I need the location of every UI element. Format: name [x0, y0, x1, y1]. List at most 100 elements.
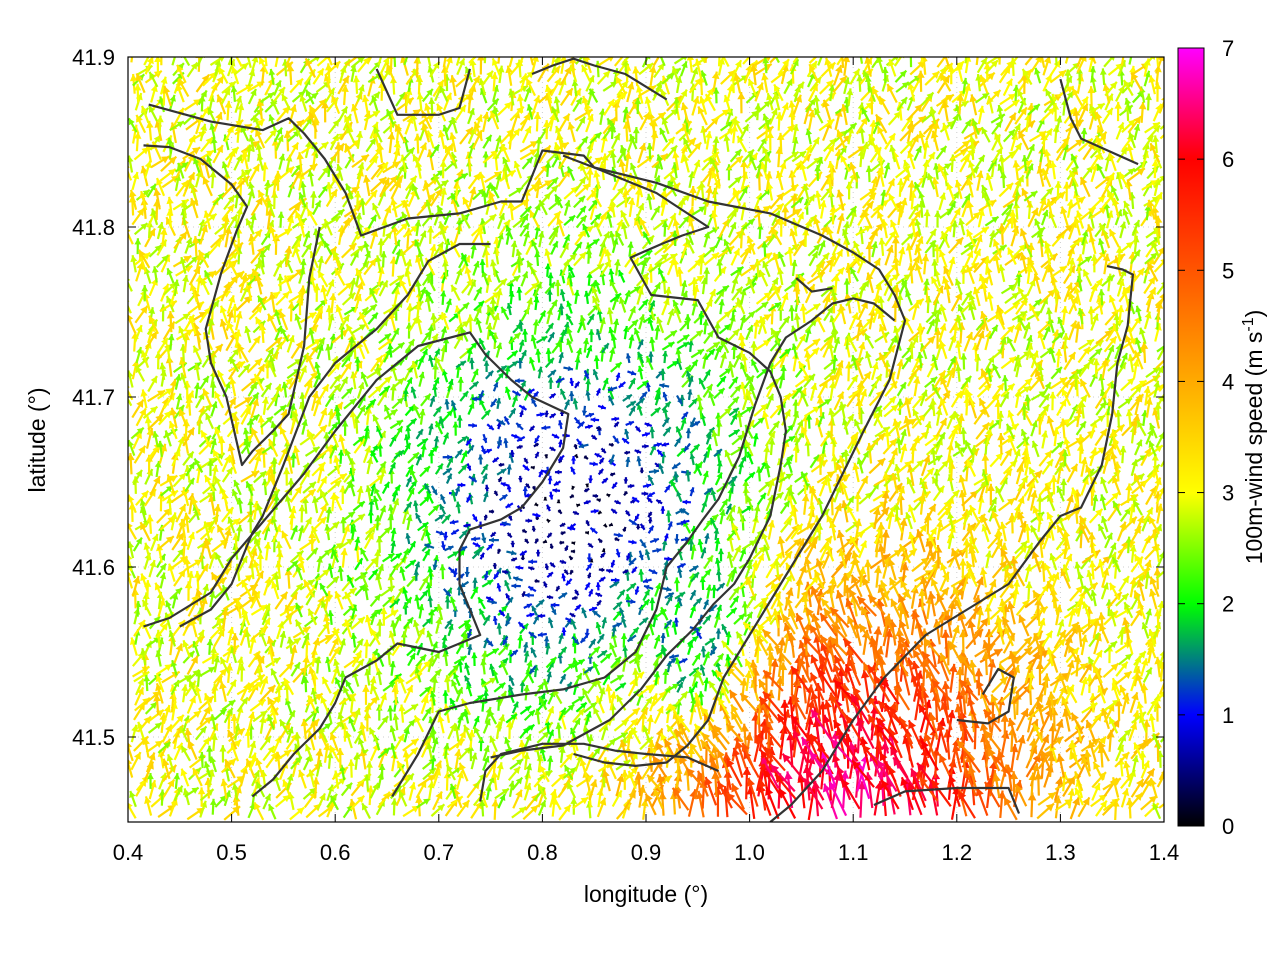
wind-arrow-head — [235, 311, 243, 319]
wind-arrow-head — [267, 361, 275, 369]
wind-arrow-head — [171, 593, 179, 600]
wind-arrow-head — [193, 710, 201, 718]
wind-arrow-head — [149, 183, 156, 191]
wind-arrow-head — [210, 646, 218, 654]
wind-arrow-shaft — [183, 57, 191, 67]
wind-arrow-head — [231, 489, 239, 497]
wind-arrow-shaft — [130, 57, 134, 63]
wind-arrow-head — [191, 787, 199, 794]
wind-arrow-head — [164, 344, 172, 352]
wind-arrow-head — [206, 155, 213, 163]
wind-arrow-head — [129, 74, 138, 82]
wind-arrow-head — [245, 84, 253, 92]
wind-arrow-head — [128, 759, 133, 765]
wind-arrow-head — [209, 123, 216, 131]
wind-arrow-head — [254, 447, 263, 456]
wind-arrow-head — [157, 440, 165, 448]
wind-arrow-head — [177, 63, 184, 71]
wind-arrow-head — [233, 480, 240, 488]
wind-arrow-head — [178, 357, 187, 365]
wind-arrow-head — [144, 796, 152, 805]
wind-arrow-head — [213, 655, 221, 663]
wind-arrow-head — [197, 787, 206, 795]
wind-arrow-head — [128, 742, 133, 748]
wind-arrow-shaft — [128, 553, 133, 572]
wind-arrow-head — [159, 572, 167, 580]
wind-arrow-head — [129, 189, 137, 198]
wind-arrow-head — [340, 548, 348, 556]
wind-arrow-head — [222, 214, 230, 223]
wind-arrow-head — [187, 172, 195, 181]
wind-arrow-head — [176, 742, 183, 751]
wind-arrow-head — [201, 430, 208, 439]
wind-arrow-head — [140, 573, 148, 582]
wind-arrow-head — [255, 129, 263, 138]
wind-arrow-head — [522, 486, 528, 492]
wind-arrow-head — [482, 46, 489, 53]
wind-arrow-head — [482, 111, 490, 120]
wind-arrow-head — [288, 605, 296, 613]
wind-arrow-head — [259, 57, 266, 65]
wind-arrow-head — [267, 697, 275, 706]
wind-arrow-head — [154, 722, 162, 730]
wind-arrow-head — [180, 200, 188, 208]
wind-arrow-head — [251, 57, 259, 63]
wind-arrow-head — [181, 684, 189, 692]
wind-arrow-shaft — [128, 571, 134, 589]
wind-arrow-head — [245, 481, 252, 489]
wind-arrow-head — [240, 273, 248, 281]
wind-arrow-head — [229, 49, 235, 56]
wind-arrow-head — [211, 197, 219, 206]
wind-arrow-head — [141, 671, 150, 679]
wind-arrow-shaft — [427, 57, 432, 67]
wind-arrow-head — [262, 48, 269, 55]
wind-arrow-head — [153, 135, 161, 143]
wind-arrow-head — [170, 660, 178, 667]
wind-arrow-head — [208, 271, 217, 279]
wind-arrow-head — [241, 150, 249, 158]
wind-arrow-head — [252, 392, 259, 400]
wind-arrow-head — [269, 129, 277, 137]
wind-arrow-head — [224, 381, 231, 389]
wind-arrow-head — [165, 600, 172, 608]
wind-arrow-head — [128, 165, 130, 169]
wind-arrow-head — [235, 120, 244, 128]
wind-arrow-head — [129, 42, 137, 49]
wind-arrow-head — [244, 169, 252, 176]
wind-arrow-head — [274, 48, 281, 55]
wind-arrow-head — [292, 445, 301, 454]
wind-arrow-head — [398, 704, 406, 712]
wind-arrow-shaft — [128, 169, 133, 181]
wind-arrow-head — [273, 572, 281, 580]
wind-arrow-head — [179, 257, 187, 265]
wind-arrow-head — [229, 412, 237, 420]
wind-arrow-head — [155, 629, 163, 637]
wind-arrow-head — [128, 155, 134, 163]
wind-arrow-head — [266, 517, 274, 526]
wind-arrow-head — [210, 438, 217, 446]
wind-arrow-head — [264, 735, 271, 744]
wind-arrow-head — [298, 504, 306, 512]
wind-arrow-head — [128, 228, 131, 233]
wind-arrow-head — [232, 57, 234, 58]
wind-arrow-head — [155, 683, 163, 692]
wind-arrow-head — [207, 459, 214, 466]
wind-arrow-head — [527, 518, 533, 524]
wind-arrow-head — [223, 88, 231, 96]
wind-arrow-head — [235, 242, 243, 251]
wind-arrow-head — [257, 655, 265, 665]
wind-arrow-head — [166, 296, 173, 304]
wind-arrow-head — [128, 440, 135, 447]
wind-arrow-head — [251, 141, 260, 149]
wind-arrow-head — [146, 514, 154, 522]
wind-arrow-head — [230, 633, 239, 641]
wind-arrow-head — [237, 361, 246, 369]
wind-arrow-head — [200, 278, 208, 286]
wind-arrow-head — [185, 237, 193, 245]
wind-arrow-head — [279, 631, 287, 638]
wind-arrow-head — [135, 73, 143, 82]
wind-arrow-head — [263, 617, 270, 626]
wind-arrow-head — [136, 399, 144, 408]
wind-arrow-head — [217, 524, 225, 533]
wind-arrow-head — [166, 137, 174, 145]
